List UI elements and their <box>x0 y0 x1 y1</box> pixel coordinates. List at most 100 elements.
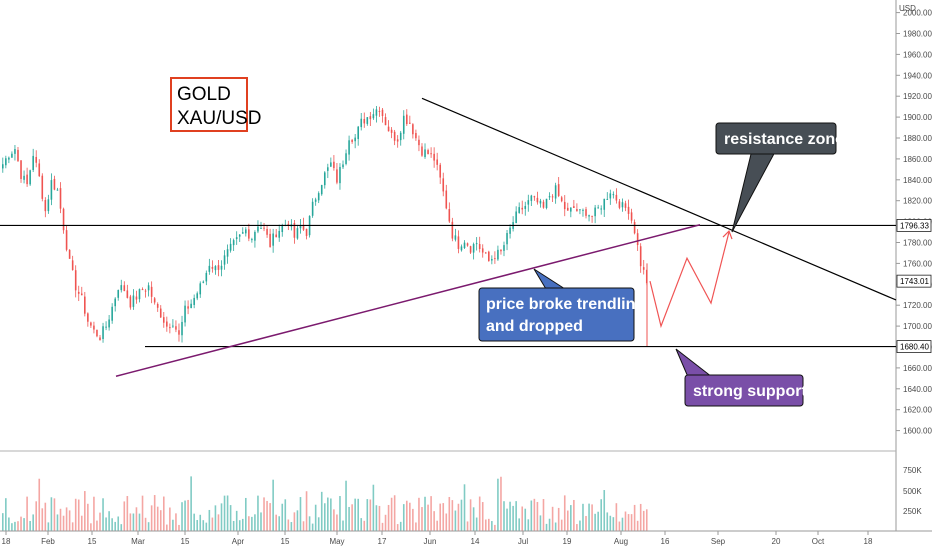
candle-body <box>576 209 578 212</box>
volume-bar <box>396 524 399 531</box>
volume-bar <box>32 514 34 531</box>
candle-body <box>211 266 214 269</box>
candle-body <box>533 196 536 198</box>
price-tick-label: 1920.00 <box>903 92 932 101</box>
volume-bar <box>59 508 62 531</box>
volume-bar <box>454 510 457 531</box>
volume-bar <box>214 505 217 531</box>
price-tick-label: 1960.00 <box>903 50 932 59</box>
candle-body <box>77 291 80 294</box>
volume-bar <box>251 516 253 531</box>
volume-bar <box>235 510 238 531</box>
candle-body <box>23 175 25 180</box>
volume-bar <box>80 515 83 531</box>
candle-body <box>506 233 508 245</box>
price-tick-label: 1640.00 <box>903 385 932 394</box>
candle-body <box>366 117 369 124</box>
support-callout-box <box>684 374 804 407</box>
volume-bar <box>120 524 123 531</box>
volume-bar <box>50 497 53 531</box>
candle-body <box>642 267 645 270</box>
candle-body <box>293 222 296 238</box>
volume-bar <box>466 521 469 531</box>
candle-body <box>223 255 226 265</box>
price-tick-label: 1700.00 <box>903 322 932 331</box>
candle-body <box>20 160 22 179</box>
candle-body <box>199 283 202 295</box>
candle-body <box>281 225 284 233</box>
volume-bar <box>576 524 578 531</box>
volume-bar <box>606 512 609 531</box>
volume-bar <box>387 504 390 531</box>
volume-bar <box>323 503 326 531</box>
volume-bar <box>372 484 375 531</box>
candle-body <box>491 258 493 261</box>
candle-body <box>363 118 366 124</box>
volume-bar <box>29 520 31 531</box>
candle-body <box>166 321 168 327</box>
volume-bar <box>90 523 92 531</box>
candle-body <box>193 297 195 305</box>
candle-body <box>302 224 305 230</box>
candle-body <box>187 306 189 309</box>
candle-body <box>418 139 420 146</box>
volume-bar <box>333 509 335 531</box>
volume-bar <box>360 518 363 531</box>
candle-body <box>457 236 460 249</box>
candle-body <box>475 243 478 245</box>
candle-body <box>74 270 77 291</box>
price-tick-label: 1840.00 <box>903 176 932 185</box>
candle-body <box>105 326 107 328</box>
volume-bar <box>354 498 356 531</box>
volume-bar <box>26 496 28 531</box>
candle-body <box>138 289 141 300</box>
volume-bar <box>554 522 557 531</box>
candle-body <box>639 246 642 267</box>
volume-bar <box>457 503 460 531</box>
candle-body <box>463 242 466 248</box>
volume-bar <box>20 516 22 531</box>
volume-series <box>2 476 648 531</box>
volume-bar <box>11 523 13 531</box>
volume-bar <box>62 515 65 531</box>
time-tick-label: Mar <box>131 537 145 546</box>
volume-bar <box>345 480 347 531</box>
candle-body <box>47 199 50 212</box>
volume-bar <box>642 510 645 531</box>
candle-body <box>50 180 53 200</box>
volume-bar <box>478 496 481 531</box>
candle-body <box>245 229 247 234</box>
volume-bar <box>193 513 195 531</box>
candle-body <box>409 122 411 124</box>
volume-bar <box>533 498 536 531</box>
volume-bar <box>8 517 10 531</box>
candle-body <box>2 164 4 169</box>
candle-body <box>159 308 162 318</box>
volume-bar <box>582 503 584 531</box>
volume-bar <box>2 513 4 531</box>
candle-body <box>59 188 62 209</box>
volume-bar <box>47 522 50 531</box>
candle-body <box>333 161 335 169</box>
volume-bar <box>636 520 639 531</box>
volume-bar <box>409 502 411 531</box>
candle-body <box>114 298 116 307</box>
candle-body <box>141 289 144 291</box>
candle-body <box>509 227 511 234</box>
volume-bar <box>491 521 493 531</box>
volume-bar <box>44 502 47 531</box>
time-tick-label: 15 <box>88 537 97 546</box>
volume-bar <box>566 510 569 531</box>
resistance-callout-text: resistance zone <box>724 131 844 148</box>
candle-body <box>390 129 393 133</box>
candle-body <box>636 233 639 246</box>
time-axis-ticks: 18 Feb 15 Mar 15 Apr 15 May 17 Jun 14 Jul 19 Aug 16 Sep… <box>2 531 873 546</box>
volume-bar <box>138 513 141 531</box>
candle-body <box>399 132 402 141</box>
candle-body <box>436 159 438 165</box>
volume-bar <box>5 498 7 531</box>
candle-body <box>220 265 223 270</box>
time-tick-label: 17 <box>378 537 387 546</box>
volume-bar <box>74 498 77 531</box>
price-tick-label: 1660.00 <box>903 364 932 373</box>
